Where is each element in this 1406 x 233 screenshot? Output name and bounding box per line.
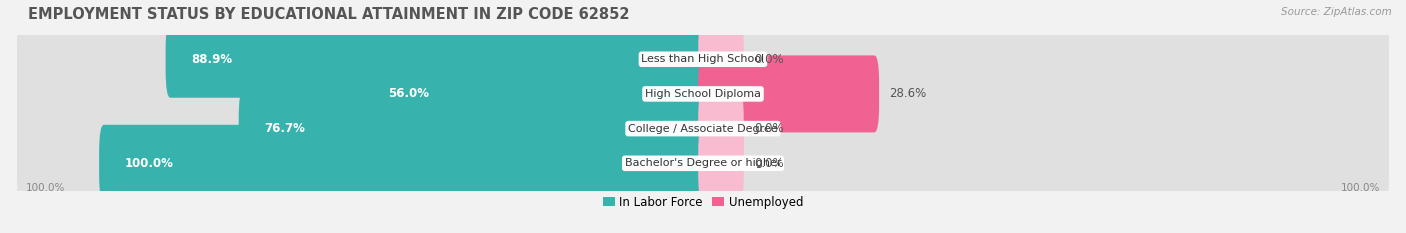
Text: 0.0%: 0.0%: [754, 122, 783, 135]
Text: 76.7%: 76.7%: [264, 122, 305, 135]
FancyBboxPatch shape: [239, 90, 707, 167]
Text: 100.0%: 100.0%: [1340, 183, 1379, 193]
Text: 0.0%: 0.0%: [754, 157, 783, 170]
FancyBboxPatch shape: [363, 55, 707, 132]
FancyBboxPatch shape: [166, 21, 707, 98]
Text: 100.0%: 100.0%: [27, 183, 66, 193]
Text: Less than High School: Less than High School: [641, 54, 765, 64]
FancyBboxPatch shape: [17, 98, 1389, 229]
Text: 100.0%: 100.0%: [125, 157, 174, 170]
Text: Source: ZipAtlas.com: Source: ZipAtlas.com: [1281, 7, 1392, 17]
Text: High School Diploma: High School Diploma: [645, 89, 761, 99]
FancyBboxPatch shape: [699, 90, 744, 167]
Legend: In Labor Force, Unemployed: In Labor Force, Unemployed: [598, 191, 808, 213]
FancyBboxPatch shape: [699, 125, 744, 202]
Text: 28.6%: 28.6%: [890, 87, 927, 100]
Text: 0.0%: 0.0%: [754, 53, 783, 66]
Text: College / Associate Degree: College / Associate Degree: [628, 124, 778, 134]
Text: 56.0%: 56.0%: [388, 87, 429, 100]
FancyBboxPatch shape: [100, 125, 707, 202]
FancyBboxPatch shape: [17, 28, 1389, 160]
FancyBboxPatch shape: [699, 55, 879, 132]
Text: Bachelor's Degree or higher: Bachelor's Degree or higher: [624, 158, 782, 168]
Text: EMPLOYMENT STATUS BY EDUCATIONAL ATTAINMENT IN ZIP CODE 62852: EMPLOYMENT STATUS BY EDUCATIONAL ATTAINM…: [28, 7, 630, 22]
FancyBboxPatch shape: [17, 0, 1389, 125]
FancyBboxPatch shape: [17, 63, 1389, 194]
FancyBboxPatch shape: [699, 21, 744, 98]
Text: 88.9%: 88.9%: [191, 53, 232, 66]
